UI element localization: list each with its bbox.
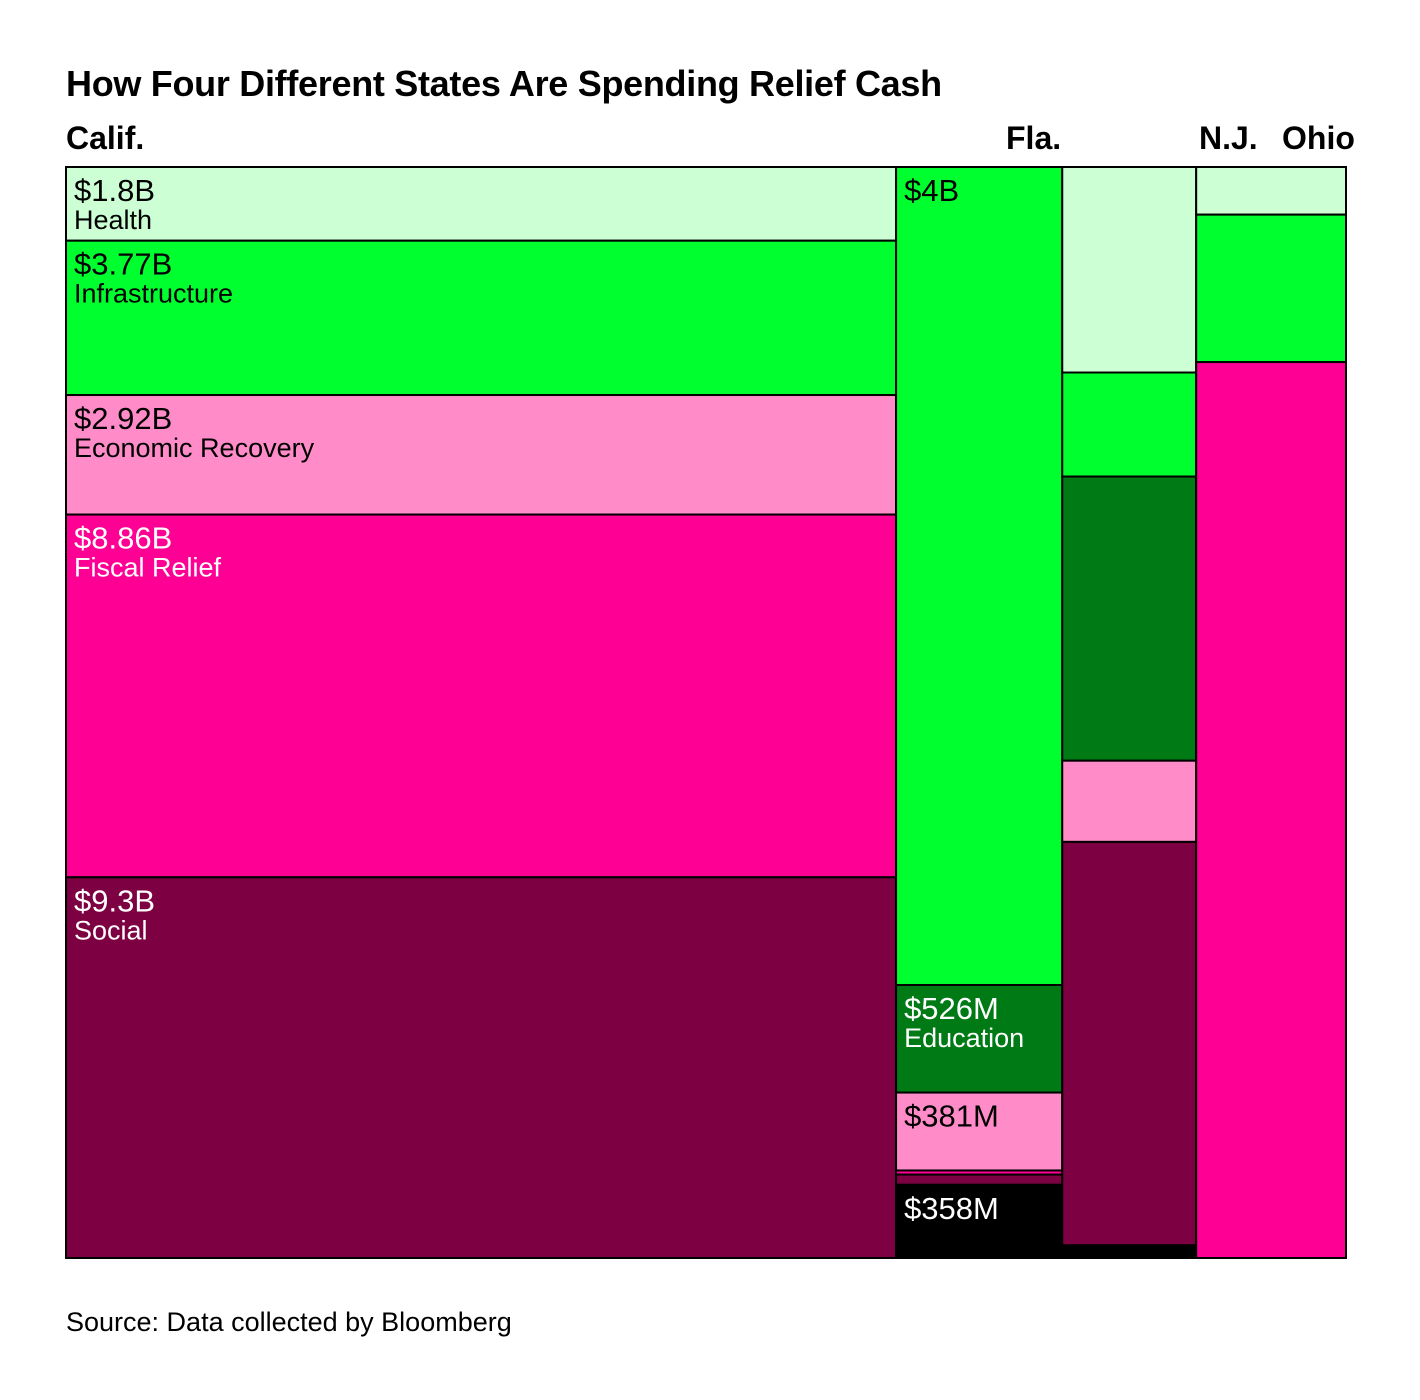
cell-fla-education	[895, 983, 1064, 1094]
cell-calif-economic-recovery	[65, 394, 898, 516]
cell-calif-fiscal-relief-value-label: $8.86B	[74, 521, 172, 556]
cell-calif-economic-recovery-category-label: Economic Recovery	[74, 433, 315, 463]
cell-fla-other	[895, 1183, 1064, 1260]
cell-fla-other-value-label: $358M	[904, 1191, 999, 1226]
cell-n-j-education	[1061, 475, 1198, 762]
cell-calif-infrastructure	[65, 239, 898, 397]
cell-calif-social-value-label: $9.3B	[74, 883, 155, 918]
cell-ohio-infrastructure	[1195, 213, 1347, 364]
cell-fla-education-category-label: Education	[904, 1023, 1024, 1053]
cell-calif-economic-recovery-value-label: $2.92B	[74, 401, 172, 436]
cell-calif-social	[65, 876, 898, 1260]
state-label-calif: Calif.	[66, 120, 145, 156]
state-label-ohio: Ohio	[1282, 120, 1355, 156]
state-label-fla: Fla.	[1006, 120, 1062, 156]
cell-fla-economic-recovery-value-label: $381M	[904, 1099, 999, 1134]
cell-n-j-social	[1061, 840, 1198, 1247]
cell-fla-infrastructure-value-label: $4B	[904, 173, 959, 208]
cell-fla-economic-recovery	[895, 1091, 1064, 1172]
cell-calif-health-value-label: $1.8B	[74, 173, 155, 208]
cell-fla-infrastructure	[895, 166, 1064, 986]
chart-title: How Four Different States Are Spending R…	[66, 63, 942, 104]
state-label-nj: N.J.	[1199, 120, 1258, 156]
cell-calif-infrastructure-value-label: $3.77B	[74, 247, 172, 282]
cell-calif-social-category-label: Social	[74, 915, 148, 945]
cell-fla-social	[895, 1173, 1064, 1186]
cell-calif-health-category-label: Health	[74, 205, 152, 235]
cell-calif-infrastructure-category-label: Infrastructure	[74, 279, 233, 309]
cell-ohio-health	[1195, 166, 1347, 216]
treemap-frame	[65, 166, 1347, 1259]
cell-fla-education-value-label: $526M	[904, 991, 999, 1026]
cell-ohio-fiscal-relief	[1195, 361, 1347, 1259]
cell-n-j-health	[1061, 166, 1198, 374]
source-note: Source: Data collected by Bloomberg	[66, 1307, 512, 1337]
cell-calif-fiscal-relief-category-label: Fiscal Relief	[74, 553, 222, 583]
cell-n-j-infrastructure	[1061, 371, 1198, 478]
cell-n-j-other	[1061, 1244, 1198, 1260]
cell-n-j-economic-recovery	[1061, 759, 1198, 843]
cell-calif-health	[65, 166, 898, 242]
